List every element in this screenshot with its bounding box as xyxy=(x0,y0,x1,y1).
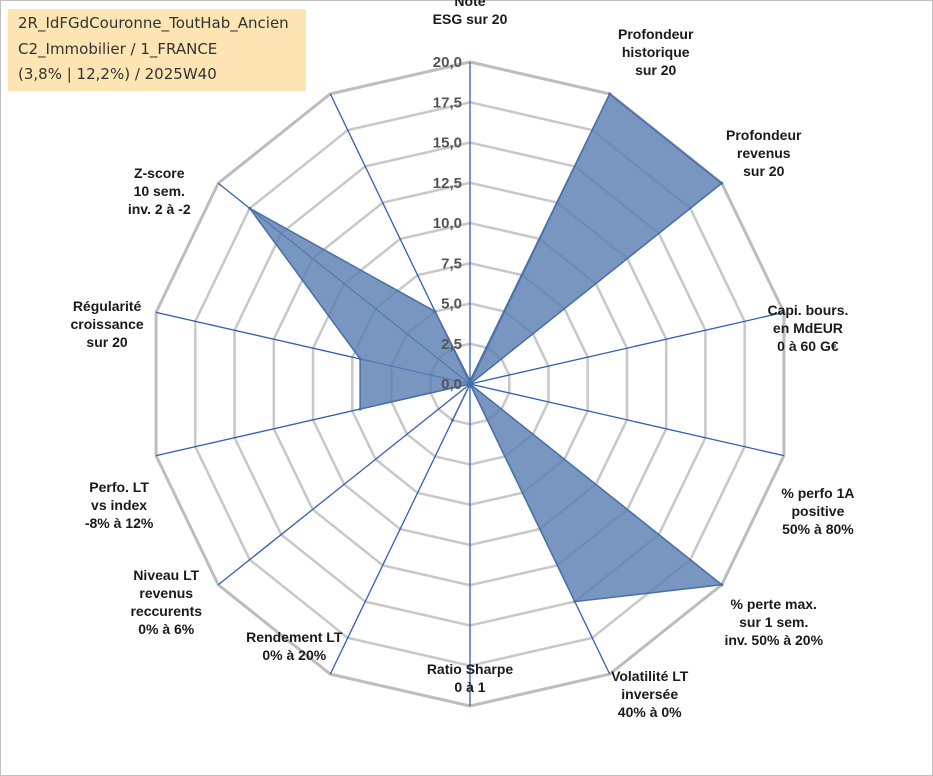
category-label-line: 0% à 6% xyxy=(138,620,195,637)
category-label: Niveau LT revenus reccurents 0% à 6% xyxy=(130,566,202,638)
category-label-line: ESG sur 20 xyxy=(432,11,508,27)
title-line-3: (3,8% | 12,2%) / 2025W40 xyxy=(18,65,217,83)
category-label-line: Volatilité LT xyxy=(611,668,689,685)
category-label-line: Capi. bours. xyxy=(767,302,849,319)
category-label-line: Rendement LT xyxy=(246,629,343,646)
category-label-line: 50% à 80% xyxy=(782,520,854,537)
title-line-1: 2R_IdFGdCouronne_ToutHab_Ancien xyxy=(18,14,289,32)
title-box: 2R_IdFGdCouronne_ToutHab_Ancien C2_Immob… xyxy=(8,9,306,91)
category-label-line: croissance xyxy=(70,316,144,333)
tick-label: 7,5 xyxy=(441,255,462,272)
category-label-line: Niveau LT xyxy=(133,566,200,583)
category-label: Volatilité LT inversée 40% à 0% xyxy=(611,667,688,721)
category-label: Profondeur historique sur 20 xyxy=(618,25,693,79)
category-label-line: en MdEUR xyxy=(772,320,843,337)
category-label-line: vs index xyxy=(91,496,148,513)
tick-label: 15,0 xyxy=(433,135,462,152)
axis-spoke xyxy=(217,383,471,586)
category-label-line: sur 20 xyxy=(743,163,785,180)
category-label-line: Perfo. LT xyxy=(89,478,149,495)
data-point xyxy=(248,206,252,210)
axis-spoke xyxy=(469,383,785,457)
tick-label: 0,0 xyxy=(441,376,462,393)
data-series-area xyxy=(249,92,724,603)
data-point xyxy=(358,407,362,411)
category-label: Profondeur revenus sur 20 xyxy=(726,126,801,180)
data-point xyxy=(358,357,362,361)
tick-label: 5,0 xyxy=(441,296,462,313)
title-line-2: C2_Immobilier / 1_FRANCE xyxy=(18,40,218,58)
tick-label: 2,5 xyxy=(441,336,462,353)
category-label: Ratio Sharpe 0 à 1 xyxy=(427,660,513,696)
category-label-line: 0% à 20% xyxy=(262,647,327,664)
category-label: % perte max. sur 1 sem. inv. 50% à 20% xyxy=(724,595,823,649)
category-label-line: Régularité xyxy=(72,298,142,315)
category-label-line: inv. 50% à 20% xyxy=(724,631,824,648)
category-label: Rendement LT 0% à 20% xyxy=(246,628,342,664)
category-label-line: 10 sem. xyxy=(133,183,185,200)
axis-spoke xyxy=(329,383,471,675)
category-label: Capi. bours. en MdEUR 0 à 60 G€ xyxy=(767,301,848,355)
category-label-line: Profondeur xyxy=(726,127,802,144)
axis-spoke xyxy=(469,311,785,385)
category-label-line: revenus xyxy=(139,584,194,601)
category-label-line: historique xyxy=(621,43,690,60)
category-label-line: 0 à 60 G€ xyxy=(777,338,839,355)
data-point xyxy=(468,379,472,383)
data-point xyxy=(573,600,577,604)
category-label-line: Profondeur xyxy=(617,25,694,42)
category-label: Perfo. LT vs index -8% à 12% xyxy=(85,478,153,532)
category-label-line: inversée xyxy=(621,686,679,703)
category-label-line: % perfo 1A xyxy=(781,484,855,501)
category-label-line: Note xyxy=(454,0,486,9)
tick-label: 12,5 xyxy=(433,175,462,192)
data-point xyxy=(451,418,455,422)
category-label-line: 40% à 0% xyxy=(617,704,682,721)
category-label-line: % perte max. xyxy=(730,595,817,612)
data-point xyxy=(720,181,724,185)
category-label: Z-score 10 sem. inv. 2 à -2 xyxy=(128,164,191,218)
category-label-line: -8% à 12% xyxy=(84,514,154,531)
data-point xyxy=(468,382,472,386)
category-label-line: inv. 2 à -2 xyxy=(127,201,191,218)
category-label-line: Z-score xyxy=(133,165,185,182)
data-point xyxy=(720,583,724,587)
category-label-line: positive xyxy=(791,502,845,519)
category-label-line: reccurents xyxy=(130,602,203,619)
category-label-line: Ratio Sharpe xyxy=(426,661,514,677)
tick-label: 17,5 xyxy=(433,94,462,111)
tick-label: 20,0 xyxy=(433,54,462,71)
category-label-line: 0 à 1 xyxy=(454,679,486,695)
category-label-line: sur 20 xyxy=(86,334,128,351)
category-label: % perfo 1A positive 50% à 80% xyxy=(781,484,854,538)
tick-label: 10,0 xyxy=(433,215,462,232)
data-point xyxy=(433,309,437,313)
category-label-line: revenus xyxy=(736,145,791,162)
category-label-line: sur 20 xyxy=(635,61,677,78)
category-label-line: sur 1 sem. xyxy=(739,613,809,630)
category-label: Régularité croissance sur 20 xyxy=(70,297,143,351)
category-label: Note ESG sur 20 xyxy=(433,0,508,28)
data-point xyxy=(608,92,612,96)
